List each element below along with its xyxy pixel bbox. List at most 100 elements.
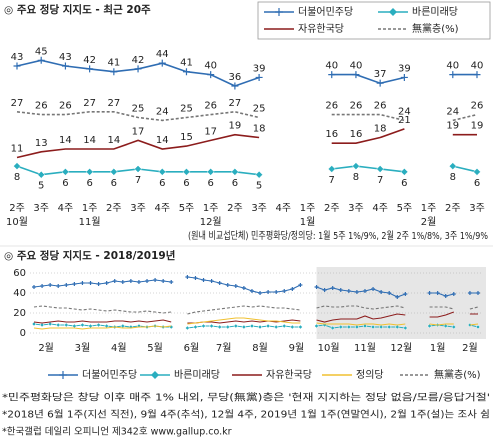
data-label: 18 [253,124,266,135]
point-marker [110,68,118,76]
x-tick-label: 6월 [184,342,200,354]
x-tick-label: 2주 [9,203,25,214]
point-marker [63,322,69,328]
data-label: 41 [180,58,193,69]
point-marker [289,324,295,330]
point-marker [338,288,343,292]
data-label: 27 [83,98,96,109]
data-label: 14 [59,135,72,146]
data-label: 7 [135,175,141,186]
point-marker [231,167,239,176]
point-marker [32,285,36,289]
point-marker [290,287,295,291]
point-marker [39,322,45,328]
data-label: 21 [398,115,411,126]
point-marker [40,284,45,288]
x-tick-label: 3주 [251,203,267,214]
data-label: 15 [180,132,193,143]
point-marker [209,279,214,283]
series-line [33,311,478,324]
data-label: 27 [107,98,120,109]
data-label: 27 [11,98,24,109]
month-label: 11월 [79,216,101,228]
data-label: 6 [183,178,189,189]
x-tick-label: 4주 [276,203,292,214]
point-marker [473,167,481,176]
point-marker [338,324,344,330]
point-marker [13,162,21,170]
legend-label: 바른미래당 [412,6,458,18]
point-marker [158,59,166,67]
point-marker [47,321,53,327]
data-label: 16 [350,129,363,140]
data-label: 36 [229,72,242,83]
x-tick-label: 4주 [154,203,170,214]
x-tick-label: 1월 [430,342,446,354]
point-marker [120,280,125,284]
y-tick-label: 40 [13,288,26,299]
point-marker [249,323,255,329]
point-marker [386,324,392,330]
data-label: 26 [325,101,338,112]
data-label: 8 [450,172,456,183]
point-marker [56,284,61,288]
month-label: 12월 [200,216,222,228]
month-label: 10월 [6,216,28,228]
point-marker [352,71,360,79]
point-marker [354,324,360,330]
point-marker [451,292,456,296]
point-marker [449,71,457,79]
x-tick-label: 3주 [130,203,146,214]
data-label: 25 [253,104,266,115]
data-label: 5 [38,181,44,192]
point-marker [136,280,141,284]
point-marker [88,281,93,285]
point-marker [255,73,263,81]
point-marker [233,323,239,329]
point-marker [400,73,408,81]
point-marker [274,290,279,294]
data-label: 40 [446,61,459,72]
data-label: 6 [207,178,213,189]
point-marker [371,287,376,291]
point-marker [225,283,230,287]
point-marker [233,284,238,288]
point-marker [153,278,158,282]
x-tick-label: 4월 [111,342,127,354]
point-marker [378,324,384,330]
chart-title: ◎ 주요 정당 지지도 - 최근 20주 [4,3,151,16]
point-marker [257,324,263,330]
point-marker [13,62,21,70]
x-tick-label: 8월 [252,342,268,354]
legend-label: 無黨층(%) [412,22,459,35]
data-label: 39 [398,63,411,74]
x-tick-label: 3주 [348,203,364,214]
series-line [33,317,479,330]
x-tick-label: 5주 [397,203,413,214]
data-label: 19 [229,121,242,132]
chart-note: (원내 비교섭단체) 민주평화당/정의당: 1월 5주 1%/9%, 2월 2주… [188,230,488,242]
legend-label: 자유한국당 [298,23,344,35]
point-marker [475,324,481,330]
point-marker [64,283,69,287]
x-tick-label: 2월 [462,342,478,354]
point-marker [435,291,440,295]
data-label: 13 [35,138,48,149]
data-label: 6 [86,178,92,189]
data-label: 26 [59,101,72,112]
point-marker [448,162,457,170]
point-marker [346,324,352,330]
data-label: 6 [159,178,165,189]
point-marker [322,288,327,292]
point-marker [185,275,190,279]
series-line [16,128,477,159]
x-tick-label: 4주 [58,203,74,214]
point-marker [327,165,336,173]
data-label: 14 [156,135,169,146]
series-line [33,305,479,315]
point-marker [158,167,167,176]
point-marker [370,324,376,330]
point-marker [193,324,198,330]
x-tick-label: 2주 [324,203,340,214]
y-tick-label: 0 [20,328,26,339]
